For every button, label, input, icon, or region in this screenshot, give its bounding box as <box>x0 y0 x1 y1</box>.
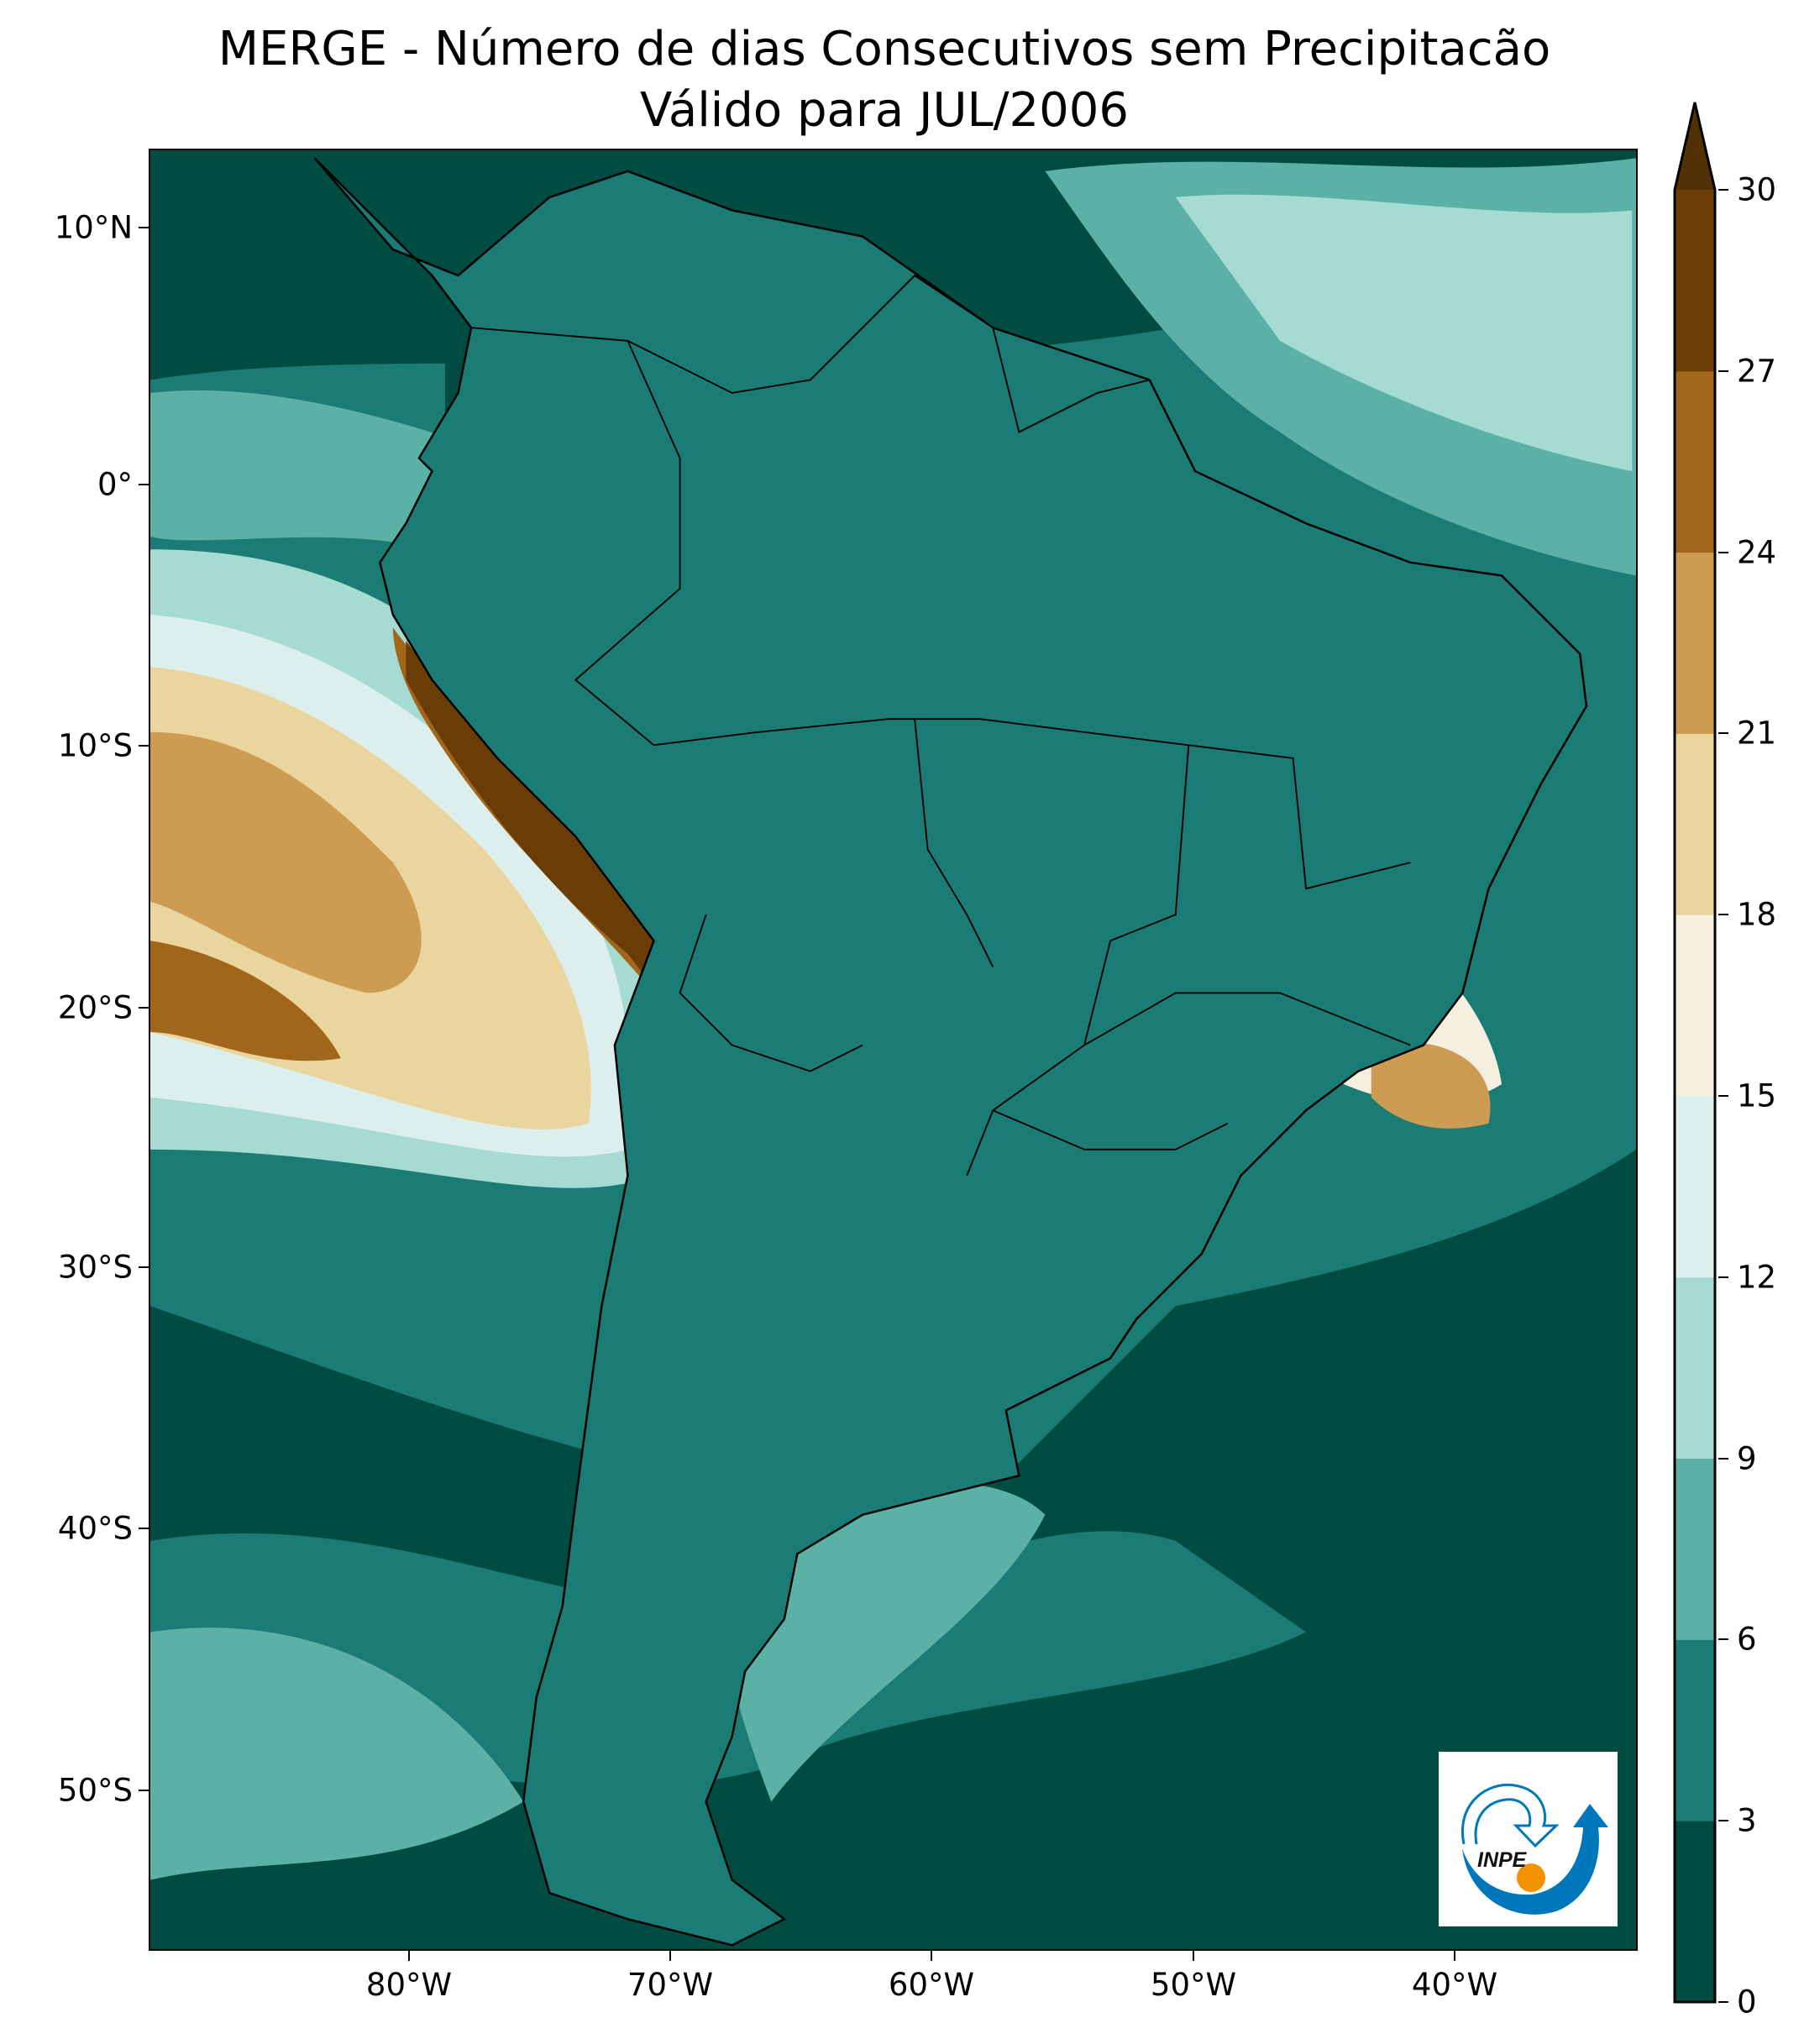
colorbar-tick-label: 21 <box>1737 715 1777 752</box>
colorbar-tick-label: 27 <box>1737 353 1777 390</box>
inpe-logo: INPE <box>1439 1752 1618 1926</box>
lat-label-50s: 50°S <box>57 1772 133 1809</box>
svg-text:INPE: INPE <box>1477 1848 1528 1872</box>
lat-tick <box>139 227 149 228</box>
lat-label-0: 0° <box>97 466 133 503</box>
lat-tick <box>139 1790 149 1791</box>
colorbar-segment <box>1675 552 1715 734</box>
colorbar-tick <box>1718 189 1728 191</box>
colorbar-tick-label: 6 <box>1737 1621 1757 1658</box>
dry-days-6-9-pacific-n <box>150 390 472 550</box>
colorbar-tick <box>1718 732 1728 735</box>
lon-tick <box>931 1951 932 1961</box>
colorbar-segment <box>1675 733 1715 915</box>
lon-label-60w: 60°W <box>888 1967 975 2003</box>
colorbar-segment <box>1675 1639 1715 1821</box>
dry-days-21-24-coast <box>1371 1041 1491 1129</box>
colorbar-tick <box>1718 369 1728 372</box>
colorbar-tick-label: 12 <box>1737 1259 1777 1296</box>
lat-label-30s: 30°S <box>57 1249 133 1286</box>
lon-label-80w: 80°W <box>365 1967 453 2003</box>
dry-days-9-12-north <box>1175 194 1633 472</box>
lat-label-10n: 10°N <box>54 209 133 246</box>
lat-label-40s: 40°S <box>57 1510 133 1547</box>
inpe-logo-icon: INPE <box>1461 1783 1608 1915</box>
country-borders <box>470 274 1411 1177</box>
colorbar-tick <box>1718 1457 1728 1460</box>
dry-days-24-27-pacific <box>150 941 341 1061</box>
dry-days-21-24-pacific <box>150 731 422 993</box>
precipitation-map <box>149 149 1638 1951</box>
colorbar-tick <box>1718 1638 1728 1641</box>
colorbar-outline <box>1673 102 1717 2004</box>
colorbar-tick-label: 3 <box>1737 1802 1757 1839</box>
lon-tick <box>1454 1951 1455 1961</box>
lon-tick <box>669 1951 671 1961</box>
colorbar-tick-label: 24 <box>1737 534 1777 571</box>
colorbar <box>1673 102 1717 2004</box>
colorbar-extend-arrow <box>1675 102 1715 190</box>
colorbar-segment <box>1675 190 1715 372</box>
lon-tick <box>1193 1951 1194 1961</box>
colorbar-tick <box>1718 1276 1728 1278</box>
colorbar-tick-label: 0 <box>1737 1984 1757 2020</box>
colorbar-tick-label: 15 <box>1737 1077 1777 1114</box>
colorbar-tick <box>1718 1820 1728 1822</box>
colorbar-segment <box>1675 915 1715 1097</box>
lat-label-10s: 10°S <box>57 727 133 764</box>
lat-tick <box>139 1266 149 1268</box>
colorbar-tick <box>1718 914 1728 916</box>
lon-tick <box>408 1951 410 1961</box>
dry-days-6-9-patagonia <box>721 1481 1046 1802</box>
lat-label-20s: 20°S <box>57 989 133 1026</box>
map-canvas <box>150 150 1636 1949</box>
lat-tick <box>139 484 149 485</box>
lon-label-70w: 70°W <box>627 1967 714 2003</box>
colorbar-segment <box>1675 1096 1715 1278</box>
colorbar-segment <box>1675 1276 1715 1460</box>
lon-label-40w: 40°W <box>1411 1967 1498 2003</box>
lon-label-50w: 50°W <box>1150 1967 1237 2003</box>
colorbar-tick <box>1718 551 1728 553</box>
lat-tick <box>139 745 149 747</box>
dry-days-6-9-sw <box>150 1627 524 1880</box>
colorbar-segment <box>1675 1821 1715 2003</box>
lat-tick <box>139 1528 149 1529</box>
map-subtitle: Válido para JUL/2006 <box>639 83 1130 138</box>
colorbar-tick-label: 9 <box>1737 1440 1757 1477</box>
colorbar-tick-label: 18 <box>1737 896 1777 933</box>
colorbar-segment <box>1675 370 1715 553</box>
map-title: MERGE - Número de dias Consecutivos sem … <box>218 22 1551 76</box>
lat-tick <box>139 1007 149 1009</box>
colorbar-tick <box>1718 2001 1728 2003</box>
colorbar-segment <box>1675 1458 1715 1640</box>
colorbar-tick-label: 30 <box>1737 171 1777 208</box>
colorbar-tick <box>1718 1095 1728 1097</box>
